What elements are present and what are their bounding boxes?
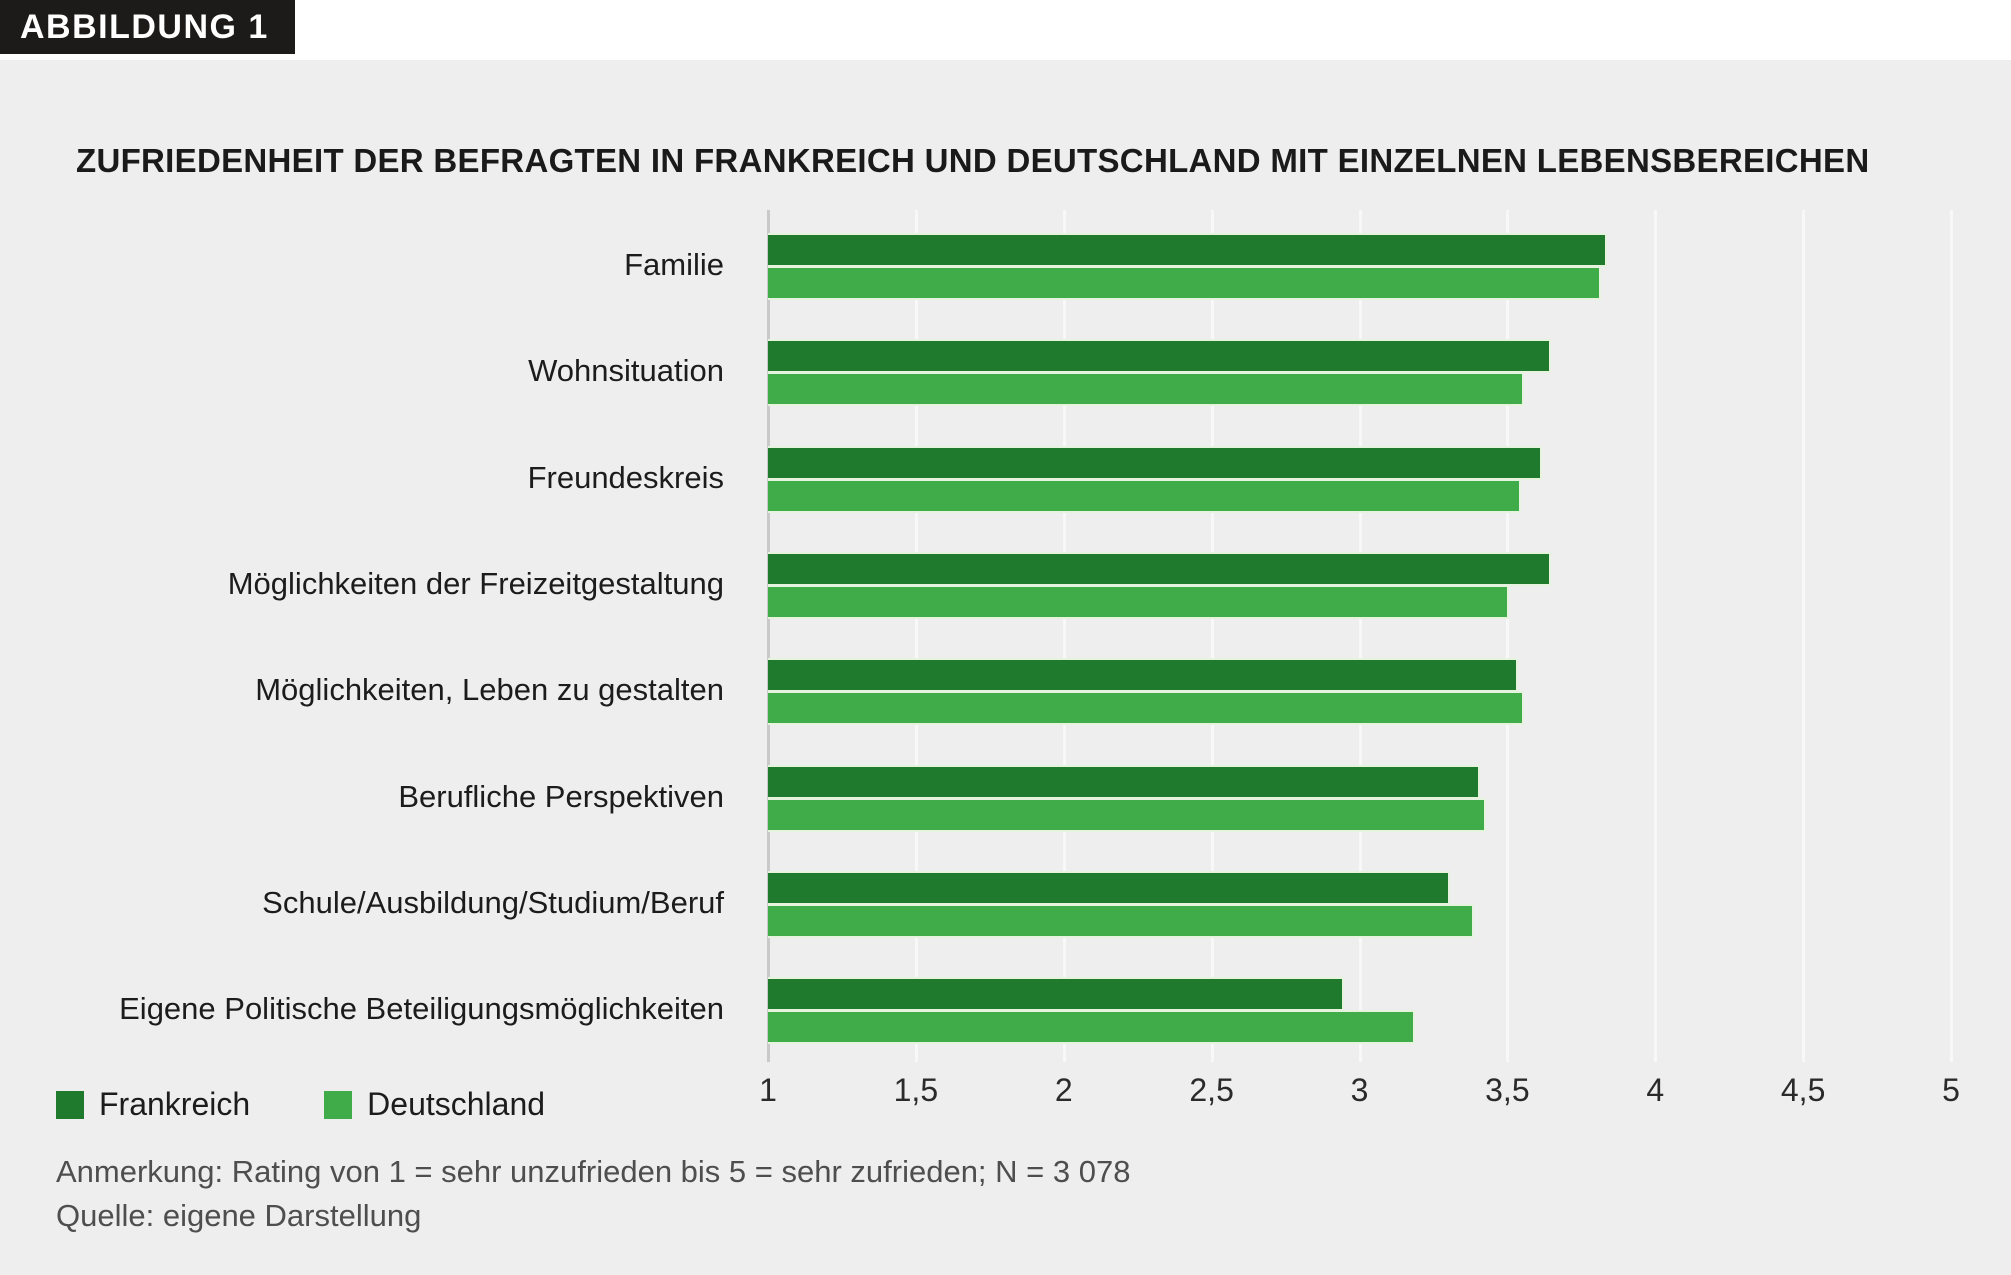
gridline xyxy=(1950,210,1953,1062)
gridline xyxy=(1062,210,1066,1062)
bar-frankreich xyxy=(768,339,1551,374)
footnotes: Anmerkung: Rating von 1 = sehr unzufried… xyxy=(56,1150,1130,1238)
bar-row xyxy=(768,339,1951,407)
gridline xyxy=(914,210,918,1062)
category-label: Berufliche Perspektiven xyxy=(398,778,724,814)
plot-area xyxy=(767,210,1953,1062)
chart-title: ZUFRIEDENHEIT DER BEFRAGTEN IN FRANKREIC… xyxy=(76,142,1870,179)
x-axis-tick-label: 4 xyxy=(1646,1072,1665,1108)
x-axis-tick-label: 2 xyxy=(1054,1072,1073,1108)
x-axis-tick-label: 1 xyxy=(759,1072,777,1108)
legend-item-frankreich: Frankreich xyxy=(56,1086,250,1123)
category-label: Möglichkeiten, Leben zu gestalten xyxy=(255,672,724,708)
legend-label: Deutschland xyxy=(367,1086,546,1122)
bar-frankreich xyxy=(768,658,1519,693)
bar-deutschland xyxy=(768,372,1525,407)
bar-deutschland xyxy=(768,266,1602,300)
category-label: Möglichkeiten der Freizeitgestaltung xyxy=(227,565,724,601)
bar-row xyxy=(768,445,1951,513)
gridline xyxy=(1210,210,1214,1062)
category-label: Familie xyxy=(624,247,724,282)
legend: Frankreich Deutschland xyxy=(56,1086,545,1123)
bar-frankreich xyxy=(768,551,1551,586)
x-axis-tick-label: 4,5 xyxy=(1780,1072,1826,1108)
bar-row xyxy=(768,658,1951,726)
bar-frankreich xyxy=(768,233,1607,267)
x-axis-tick-label: 5 xyxy=(1942,1072,1960,1108)
bar-deutschland xyxy=(768,797,1486,832)
gridline xyxy=(1654,210,1658,1062)
bar-frankreich xyxy=(768,445,1542,480)
source-text: Quelle: eigene Darstellung xyxy=(56,1198,422,1233)
legend-swatch-icon xyxy=(324,1090,353,1119)
legend-label: Frankreich xyxy=(99,1086,251,1122)
bar-frankreich xyxy=(768,764,1480,799)
x-axis-tick-label: 3,5 xyxy=(1485,1072,1530,1108)
y-axis-line xyxy=(767,210,770,1062)
gridline xyxy=(1358,210,1362,1062)
category-label: Wohnsituation xyxy=(528,353,724,389)
bar-deutschland xyxy=(768,584,1510,619)
category-label: Freundeskreis xyxy=(527,459,724,495)
bar-deutschland xyxy=(768,903,1474,938)
category-label: Schule/Ausbildung/Studium/Beruf xyxy=(262,884,724,920)
x-axis-tick-label: 2,5 xyxy=(1189,1072,1234,1108)
bar-deutschland xyxy=(768,478,1522,513)
x-axis: 1 1,5 2 2,5 3 3,5 4 4,5 5 xyxy=(759,1072,1960,1116)
bar-row xyxy=(768,870,1951,938)
legend-swatch-icon xyxy=(56,1090,84,1119)
bar-row xyxy=(768,764,1951,832)
x-axis-tick-label: 1,5 xyxy=(893,1072,939,1108)
figure-label-badge: ABBILDUNG 1 xyxy=(0,0,295,54)
category-labels: Familie Wohnsituation Freundeskreis Möglich… xyxy=(0,210,746,1062)
bar-frankreich xyxy=(768,870,1451,905)
x-axis-tick-label: 3 xyxy=(1350,1072,1369,1108)
gridline xyxy=(1802,210,1806,1062)
bar-deutschland xyxy=(768,1010,1415,1045)
gridline xyxy=(1506,210,1510,1062)
note-text: Anmerkung: Rating von 1 = sehr unzufried… xyxy=(56,1154,1131,1189)
bar-row xyxy=(768,977,1951,1045)
legend-item-deutschland: Deutschland xyxy=(324,1086,545,1123)
bar-frankreich xyxy=(768,977,1344,1012)
bar-row xyxy=(768,551,1951,619)
category-label: Eigene Politische Beteiligungsmöglichkei… xyxy=(119,991,724,1027)
bar-deutschland xyxy=(768,691,1525,726)
bar-row xyxy=(768,233,1951,300)
